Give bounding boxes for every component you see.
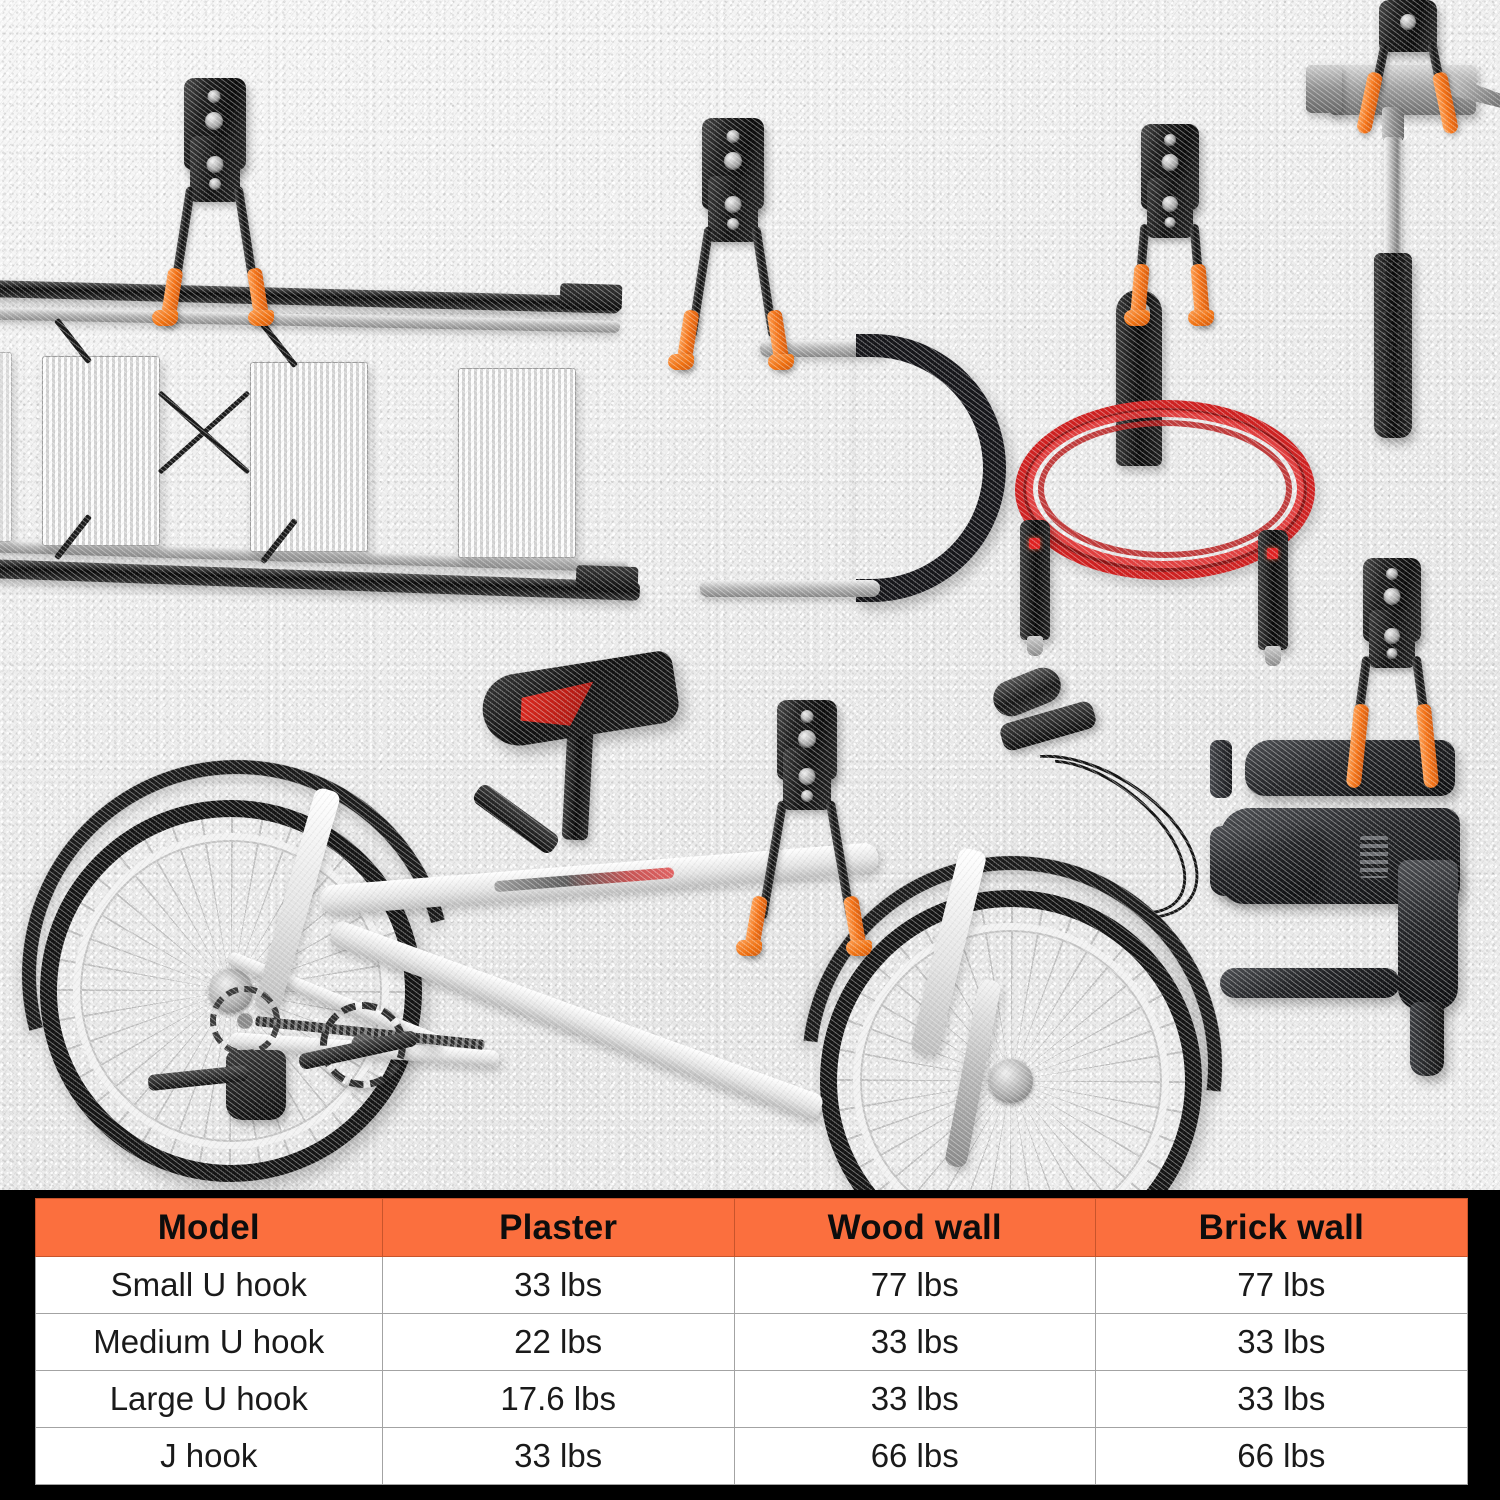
front-rim bbox=[853, 923, 1169, 1190]
u-hook-ladder-right bbox=[668, 118, 798, 371]
drill-collar bbox=[1210, 740, 1232, 798]
cable-coil-outer bbox=[1015, 400, 1315, 580]
hook-tip-foot-right bbox=[248, 310, 274, 326]
hook-tip-right bbox=[1431, 71, 1460, 135]
cell-model: Small U hook bbox=[35, 1256, 383, 1314]
column-header-model: Model bbox=[35, 1198, 383, 1257]
hammer-face bbox=[1306, 65, 1342, 113]
hook-bolt-inner-2 bbox=[801, 790, 813, 802]
cell-model: Large U hook bbox=[35, 1370, 383, 1428]
hook-bolt-inner-1 bbox=[724, 196, 742, 213]
drill-vent bbox=[1360, 836, 1388, 878]
hook-bolt-inner-1 bbox=[1384, 628, 1400, 644]
rear-derailleur bbox=[226, 1050, 286, 1120]
hook-bolt-upper bbox=[207, 90, 221, 103]
hook-tip-foot-left bbox=[668, 354, 694, 370]
hook-tip-foot-right bbox=[846, 940, 872, 956]
bar-u-bend bbox=[856, 334, 1006, 602]
hook-bolt-lower bbox=[798, 730, 816, 748]
cell-brick: 77 lbs bbox=[1094, 1256, 1469, 1314]
cell-wood: 77 lbs bbox=[733, 1256, 1096, 1314]
cell-plaster: 22 lbs bbox=[381, 1313, 735, 1371]
cell-model: J hook bbox=[35, 1427, 383, 1485]
cell-plaster: 33 lbs bbox=[381, 1256, 735, 1314]
load-capacity-table: Model Plaster Wood wall Brick wall Small… bbox=[35, 1198, 1469, 1485]
cell-plaster: 17.6 lbs bbox=[381, 1370, 735, 1428]
cable-coil-inner bbox=[1038, 420, 1292, 558]
front-wheel bbox=[820, 890, 1202, 1190]
plug-led-left bbox=[1029, 538, 1040, 549]
red-jumper-cable bbox=[1010, 290, 1330, 670]
front-hub bbox=[989, 1059, 1033, 1103]
plug-led-right bbox=[1267, 548, 1278, 559]
table-row: Medium U hook 22 lbs 33 lbs 33 lbs bbox=[35, 1313, 1469, 1371]
u-hook-cable bbox=[1110, 124, 1230, 327]
column-header-wood-wall: Wood wall bbox=[733, 1198, 1096, 1257]
hook-bolt-lower bbox=[1400, 14, 1416, 30]
wall-scene bbox=[0, 0, 1500, 1190]
hook-bolt-inner-2 bbox=[1386, 648, 1398, 659]
drill-side-handle bbox=[1220, 968, 1400, 998]
saddle bbox=[477, 649, 682, 751]
cassette bbox=[210, 986, 280, 1056]
hook-bolt-upper bbox=[800, 710, 814, 723]
u-hook-hammer bbox=[1348, 0, 1468, 150]
hammer-neck bbox=[1382, 107, 1404, 141]
hook-bolt-lower bbox=[1383, 588, 1401, 605]
hook-tip-foot-left bbox=[1124, 310, 1150, 326]
hook-bolt-inner-2 bbox=[727, 218, 739, 230]
cell-brick: 66 lbs bbox=[1094, 1427, 1469, 1485]
cell-wood: 66 lbs bbox=[733, 1427, 1096, 1485]
hook-bolt-upper bbox=[1386, 568, 1398, 580]
hook-bolt-inner-1 bbox=[1162, 196, 1178, 212]
hook-bolt-lower bbox=[205, 112, 223, 130]
mountain-bike bbox=[0, 649, 1307, 1190]
cell-brick: 33 lbs bbox=[1094, 1313, 1469, 1371]
hook-tip-right bbox=[1415, 703, 1440, 789]
rear-rim bbox=[73, 833, 389, 1149]
hook-bolt-inner-2 bbox=[1164, 217, 1176, 228]
bar-shaft-lower bbox=[700, 580, 880, 597]
cell-model: Medium U hook bbox=[35, 1313, 383, 1371]
hook-tip-left bbox=[1345, 703, 1370, 789]
table-row: Small U hook 33 lbs 77 lbs 77 lbs bbox=[35, 1256, 1469, 1314]
load-capacity-table-wrapper: Model Plaster Wood wall Brick wall Small… bbox=[0, 1190, 1500, 1500]
rotary-hammer-drill bbox=[1210, 740, 1500, 1090]
hook-tip-foot-right bbox=[768, 354, 794, 370]
hook-tip-foot-right bbox=[1188, 310, 1214, 326]
column-header-plaster: Plaster bbox=[381, 1198, 735, 1257]
cable-coil-mid bbox=[1026, 410, 1304, 568]
table-row: Large U hook 17.6 lbs 33 lbs 33 lbs bbox=[35, 1370, 1469, 1428]
drill-bit bbox=[1410, 1002, 1444, 1076]
u-hook-drill bbox=[1332, 558, 1452, 789]
drill-chuck bbox=[1398, 860, 1458, 1010]
cell-plaster: 33 lbs bbox=[381, 1427, 735, 1485]
cable-plug-left bbox=[1020, 520, 1050, 656]
cell-wood: 33 lbs bbox=[733, 1370, 1096, 1428]
hook-bolt-inner-1 bbox=[206, 156, 224, 173]
u-hook-ladder-left bbox=[150, 78, 280, 328]
hook-tip-foot-left bbox=[152, 310, 178, 326]
extension-ladder bbox=[0, 278, 660, 658]
hook-bolt-inner-2 bbox=[209, 178, 221, 190]
hook-tip-left bbox=[1355, 71, 1384, 135]
table-row: J hook 33 lbs 66 lbs 66 lbs bbox=[35, 1427, 1469, 1485]
hammer-shaft bbox=[1384, 137, 1402, 259]
hammer-grip bbox=[1374, 253, 1412, 438]
hook-bolt-upper bbox=[726, 130, 740, 143]
hook-bolt-inner-1 bbox=[798, 768, 816, 785]
column-header-brick-wall: Brick wall bbox=[1094, 1198, 1469, 1257]
hook-bolt-upper bbox=[1164, 134, 1176, 146]
cell-brick: 33 lbs bbox=[1094, 1370, 1469, 1428]
rear-brake bbox=[470, 781, 562, 857]
hook-bolt-lower bbox=[724, 152, 742, 170]
cable-plug-right bbox=[1258, 530, 1288, 666]
u-hook-bike bbox=[736, 700, 872, 960]
hook-bolt-lower bbox=[1161, 154, 1179, 171]
drill-motor-housing bbox=[1210, 826, 1320, 896]
cell-wood: 33 lbs bbox=[733, 1313, 1096, 1371]
table-header-row: Model Plaster Wood wall Brick wall bbox=[35, 1198, 1469, 1257]
hook-tip-foot-left bbox=[736, 940, 762, 956]
